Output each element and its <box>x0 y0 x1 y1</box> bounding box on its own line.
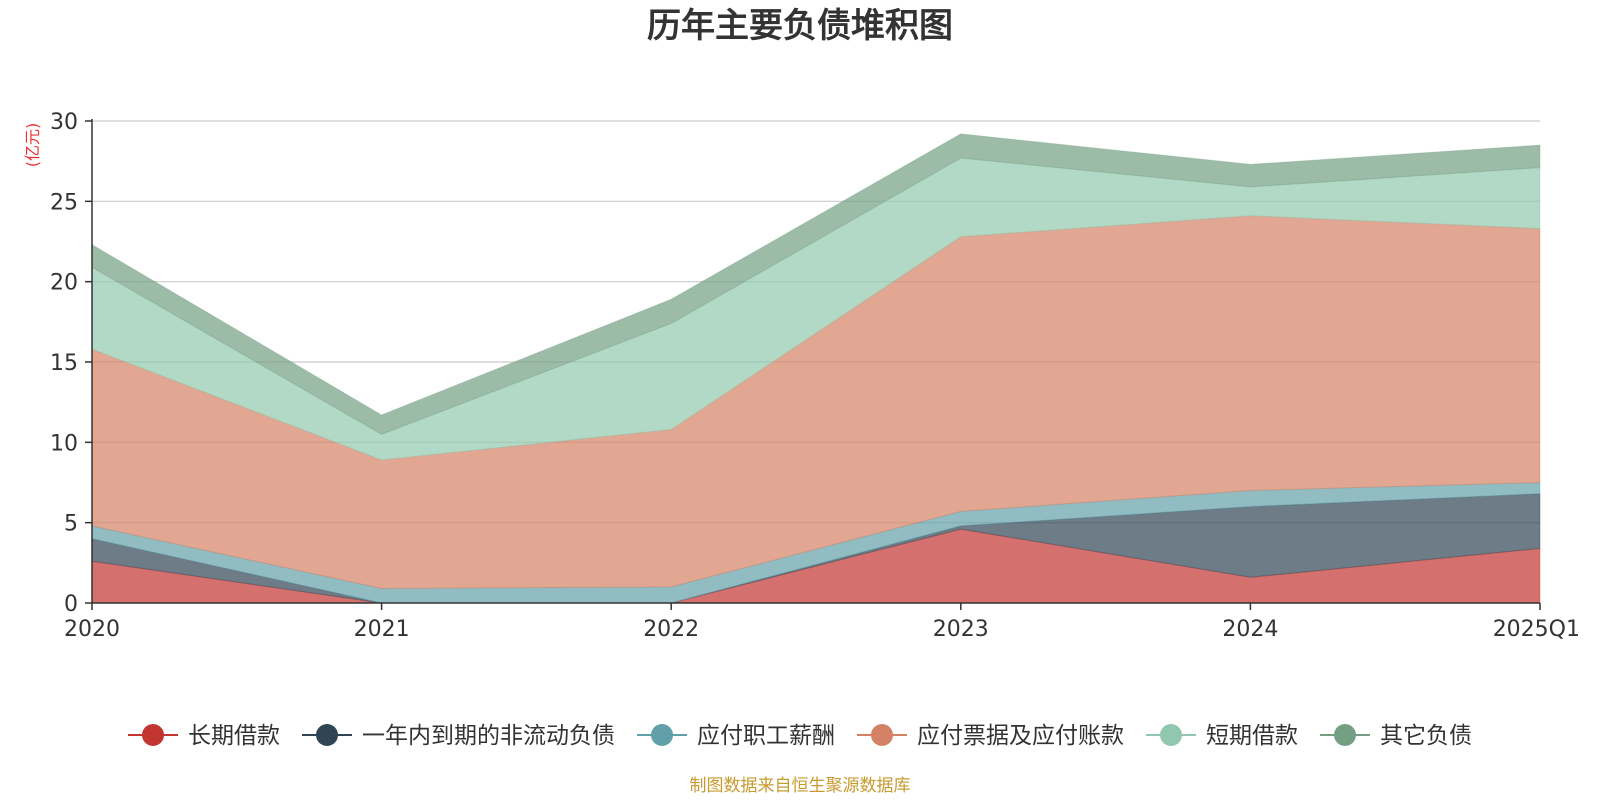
legend-item-4[interactable]: 应付票据及应付账款 <box>857 723 1124 749</box>
legend-circle-marker <box>1160 724 1182 746</box>
legend-circle-marker <box>871 724 893 746</box>
legend-label: 短期借款 <box>1206 723 1298 749</box>
y-tick-label: 20 <box>50 271 78 296</box>
x-tick-label: 2020 <box>64 617 120 642</box>
y-tick-label: 15 <box>50 351 78 376</box>
legend-item-1[interactable]: 长期借款 <box>128 723 280 749</box>
x-tick-label: 2024 <box>1222 617 1278 642</box>
x-tick-label: 2021 <box>354 617 410 642</box>
chart-title: 历年主要负债堆积图 <box>647 6 953 46</box>
axes: 0 5 10 15 20 25 30 2020 2021 2022 2023 2024 2025Q1 <box>50 110 1580 642</box>
y-tick-label: 0 <box>64 592 78 617</box>
y-axis-unit-label: (亿元) <box>23 123 42 168</box>
legend-label: 长期借款 <box>188 723 280 749</box>
legend-circle-marker <box>1334 724 1356 746</box>
data-source-note: 制图数据来自恒生聚源数据库 <box>690 776 911 796</box>
y-tick-label: 30 <box>50 110 78 135</box>
legend-item-2[interactable]: 一年内到期的非流动负债 <box>302 723 615 749</box>
x-tick-label: 2022 <box>643 617 699 642</box>
legend-label: 应付职工薪酬 <box>697 723 835 749</box>
legend-label: 其它负债 <box>1380 723 1472 749</box>
y-tick-label: 25 <box>50 190 78 215</box>
x-tick-label: 2023 <box>933 617 989 642</box>
y-tick-label: 10 <box>50 431 78 456</box>
legend-item-3[interactable]: 应付职工薪酬 <box>637 723 835 749</box>
area-series-group <box>91 133 1541 604</box>
legend-label: 应付票据及应付账款 <box>917 723 1124 749</box>
legend-item-5[interactable]: 短期借款 <box>1146 723 1298 749</box>
legend-label: 一年内到期的非流动负债 <box>362 723 615 749</box>
legend-circle-marker <box>316 724 338 746</box>
y-tick-label: 5 <box>64 512 78 537</box>
legend-circle-marker <box>142 724 164 746</box>
legend: 长期借款 一年内到期的非流动负债 应付职工薪酬 应付票据及应付账款 短期借款 其它负债 <box>128 723 1472 749</box>
area-series-6 <box>91 133 1541 435</box>
legend-item-6[interactable]: 其它负债 <box>1320 723 1472 749</box>
x-tick-label: 2025Q1 <box>1493 617 1580 642</box>
legend-circle-marker <box>651 724 673 746</box>
